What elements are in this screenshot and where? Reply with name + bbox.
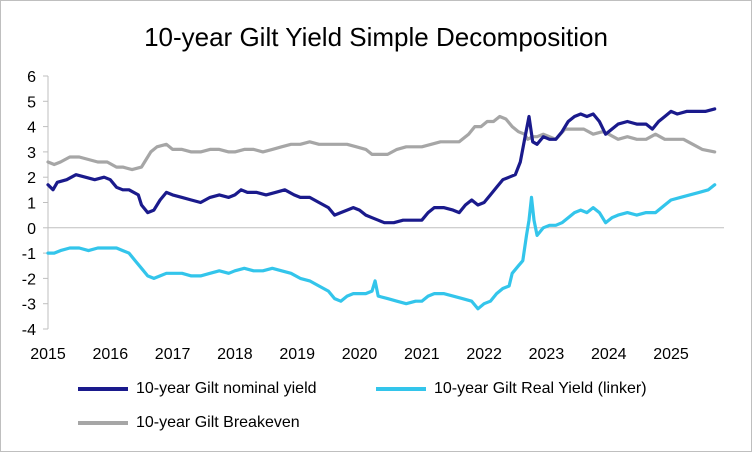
- x-tick-label: 2024: [591, 346, 627, 363]
- y-tick-label: -4: [22, 322, 36, 339]
- legend-label-real: 10-year Gilt Real Yield (linker): [434, 380, 647, 397]
- x-tick-label: 2016: [93, 346, 129, 363]
- legend-item-nominal: 10-year Gilt nominal yield: [78, 380, 317, 398]
- legend-item-breakeven: 10-year Gilt Breakeven: [78, 414, 300, 432]
- y-tick-label: 6: [27, 69, 36, 86]
- series-line-2: [46, 114, 717, 172]
- y-tick-label: -2: [22, 271, 36, 288]
- series-line-0: [46, 107, 717, 225]
- x-tick-label: 2019: [279, 346, 315, 363]
- y-tick-label: -1: [22, 246, 36, 263]
- y-tick-label: 5: [27, 94, 36, 111]
- legend-label-breakeven: 10-year Gilt Breakeven: [136, 414, 300, 431]
- x-tick-label: 2018: [217, 346, 253, 363]
- series-line-1: [46, 183, 717, 311]
- x-tick-label: 2017: [155, 346, 191, 363]
- y-tick-label: 2: [27, 170, 36, 187]
- y-tick-label: 4: [27, 120, 36, 137]
- y-tick-label: 0: [27, 221, 36, 238]
- x-tick-label: 2025: [653, 346, 689, 363]
- chart-title: 10-year Gilt Yield Simple Decomposition: [144, 22, 608, 52]
- x-tick-label: 2020: [342, 346, 378, 363]
- legend-swatch-nominal: [78, 387, 128, 391]
- y-tick-label: 1: [27, 196, 36, 213]
- x-tick-label: 2022: [466, 346, 502, 363]
- y-tick-label: 3: [27, 145, 36, 162]
- legend-item-real: 10-year Gilt Real Yield (linker): [376, 380, 647, 398]
- x-tick-label: 2023: [529, 346, 565, 363]
- series-layer: [46, 107, 717, 311]
- x-tick-label: 2015: [30, 346, 66, 363]
- y-tick-label: -3: [22, 297, 36, 314]
- legend-label-nominal: 10-year Gilt nominal yield: [136, 380, 317, 397]
- legend-swatch-breakeven: [78, 421, 128, 425]
- legend-swatch-real: [376, 387, 426, 391]
- axes: 6 5 4 3 2 1 0 -1 -2 -3 -4 2015 2016 2017 2018 2019 2020 2…: [22, 69, 724, 363]
- x-tick-label: 2021: [404, 346, 440, 363]
